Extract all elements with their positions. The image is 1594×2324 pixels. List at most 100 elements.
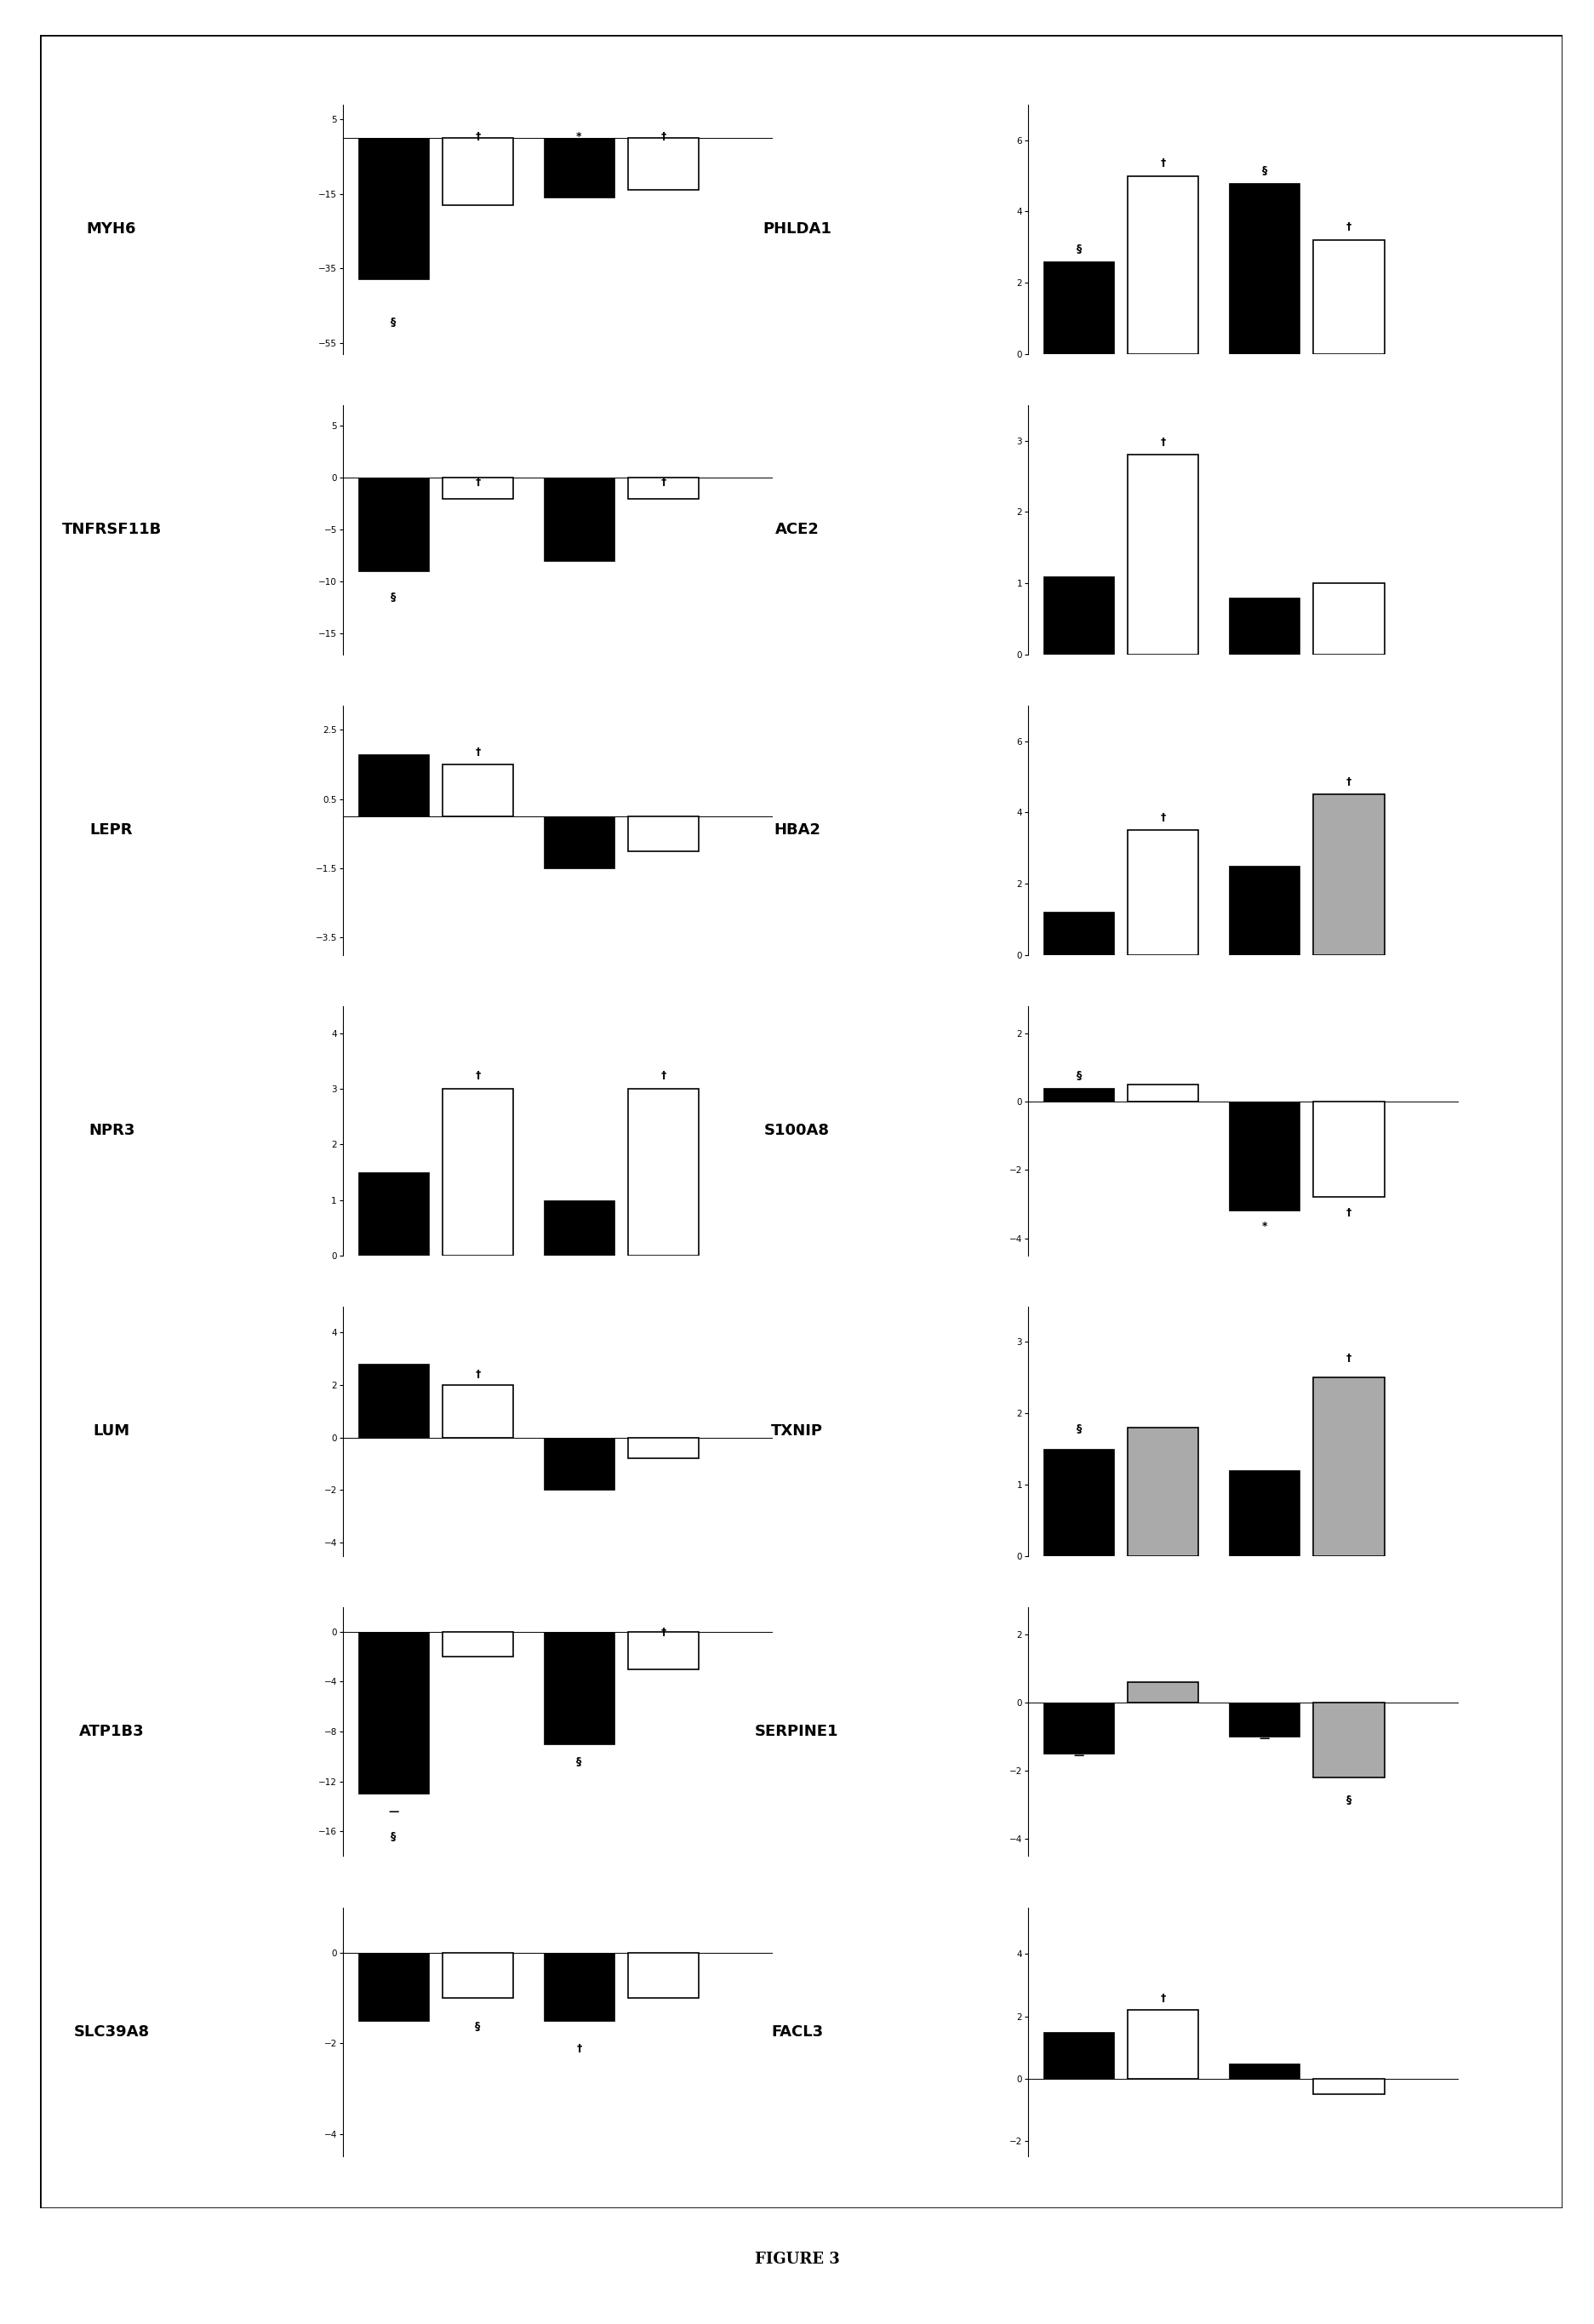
Text: §: §	[1076, 244, 1081, 253]
Bar	[1127, 1683, 1199, 1703]
Text: §: §	[391, 316, 395, 328]
Text: ATP1B3: ATP1B3	[80, 1724, 143, 1738]
Bar	[628, 1952, 698, 1999]
Bar	[628, 816, 698, 851]
Text: †: †	[662, 1069, 666, 1081]
Text: —: —	[1073, 1750, 1084, 1762]
Text: —: —	[387, 1806, 398, 1817]
Text: TXNIP: TXNIP	[771, 1422, 823, 1439]
Text: §: §	[1262, 165, 1267, 177]
Bar	[442, 1385, 513, 1439]
Bar	[1044, 576, 1114, 655]
Text: †: †	[475, 1369, 480, 1380]
Bar	[442, 137, 513, 205]
Bar	[442, 1952, 513, 1999]
Text: †: †	[1160, 1994, 1165, 2003]
Bar	[1127, 2010, 1199, 2078]
Bar	[1313, 2078, 1384, 2094]
Text: §: §	[1076, 1069, 1081, 1081]
Bar	[442, 1090, 513, 1255]
Text: §: §	[1076, 1425, 1081, 1434]
Bar	[1044, 260, 1114, 353]
Bar	[544, 1952, 614, 2020]
Text: FIGURE 3: FIGURE 3	[754, 2252, 840, 2266]
Bar	[359, 1364, 429, 1439]
Text: †: †	[662, 1627, 666, 1638]
Bar	[359, 479, 429, 572]
Bar	[1044, 2031, 1114, 2078]
Text: †: †	[475, 1069, 480, 1081]
Bar	[359, 1952, 429, 2020]
Bar	[1229, 597, 1299, 655]
Bar	[1044, 1448, 1114, 1555]
Text: §: §	[1345, 1794, 1352, 1806]
Bar	[1229, 2064, 1299, 2078]
Text: S100A8: S100A8	[764, 1122, 830, 1139]
Bar	[628, 479, 698, 500]
Bar	[1313, 1102, 1384, 1197]
Text: §: §	[391, 1831, 395, 1843]
Text: ACE2: ACE2	[775, 523, 819, 537]
Bar	[1044, 1703, 1114, 1755]
Bar	[1044, 1088, 1114, 1102]
Bar	[1313, 1378, 1384, 1555]
Bar	[359, 1171, 429, 1255]
Text: LEPR: LEPR	[91, 823, 132, 839]
Text: NPR3: NPR3	[88, 1122, 135, 1139]
Text: †: †	[475, 476, 480, 488]
Text: †: †	[1347, 1353, 1352, 1364]
Bar	[1313, 239, 1384, 353]
Bar	[1229, 867, 1299, 955]
Bar	[544, 1199, 614, 1255]
Text: †: †	[1160, 158, 1165, 170]
Bar	[544, 137, 614, 198]
Text: †: †	[1347, 221, 1352, 232]
Text: *: *	[577, 130, 582, 142]
Bar	[1229, 1703, 1299, 1736]
Bar	[1044, 911, 1114, 955]
Bar	[359, 753, 429, 816]
Text: PHLDA1: PHLDA1	[762, 221, 832, 237]
Bar	[442, 1631, 513, 1657]
Text: TNFRSF11B: TNFRSF11B	[62, 523, 161, 537]
Bar	[442, 479, 513, 500]
Bar	[628, 1439, 698, 1459]
Bar	[544, 1631, 614, 1743]
Bar	[1229, 1102, 1299, 1211]
Bar	[1127, 1427, 1199, 1555]
Bar	[1127, 830, 1199, 955]
Text: §: §	[391, 593, 395, 604]
Bar	[544, 479, 614, 560]
Text: †: †	[1347, 1208, 1352, 1218]
Text: FACL3: FACL3	[771, 2024, 823, 2040]
Text: †: †	[475, 746, 480, 758]
Bar	[1313, 795, 1384, 955]
Text: LUM: LUM	[92, 1422, 131, 1439]
Bar	[1229, 1471, 1299, 1555]
Text: §: §	[577, 1757, 582, 1769]
Text: SERPINE1: SERPINE1	[756, 1724, 838, 1738]
Text: †: †	[1160, 811, 1165, 823]
Text: SLC39A8: SLC39A8	[73, 2024, 150, 2040]
Bar	[544, 816, 614, 869]
Bar	[1127, 1085, 1199, 1102]
Bar	[628, 137, 698, 191]
Bar	[1127, 177, 1199, 353]
Text: —: —	[1259, 1734, 1270, 1745]
Text: §: §	[475, 2020, 480, 2031]
Bar	[1127, 456, 1199, 655]
Text: †: †	[662, 130, 666, 142]
Text: †: †	[1160, 437, 1165, 449]
Text: *: *	[1262, 1220, 1267, 1232]
Bar	[1313, 1703, 1384, 1778]
Text: HBA2: HBA2	[773, 823, 821, 839]
Bar	[442, 765, 513, 816]
Bar	[1313, 583, 1384, 655]
Bar	[628, 1090, 698, 1255]
Bar	[359, 1631, 429, 1794]
Text: †: †	[577, 2043, 582, 2054]
Text: †: †	[662, 476, 666, 488]
Text: †: †	[475, 130, 480, 142]
Text: †: †	[1347, 776, 1352, 788]
Bar	[1229, 184, 1299, 353]
